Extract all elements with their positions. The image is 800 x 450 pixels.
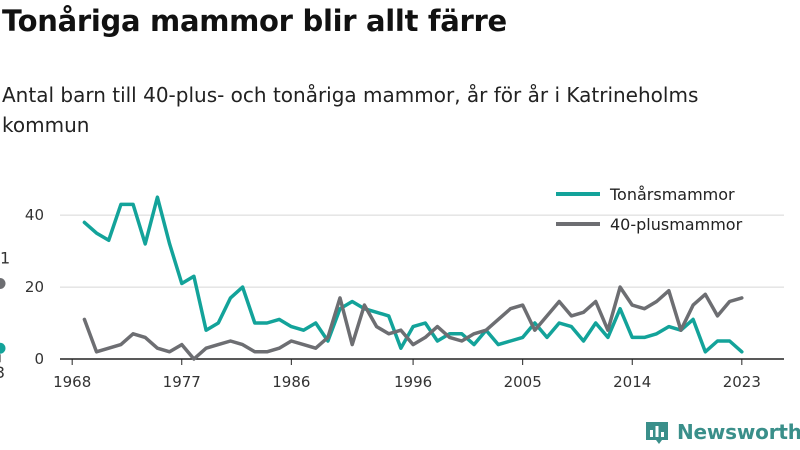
y-tick-label: 20 bbox=[25, 278, 44, 296]
y-tick-label: 40 bbox=[25, 206, 44, 224]
legend-label: 40-plusmammor bbox=[610, 215, 743, 234]
series-end-point bbox=[0, 342, 6, 354]
end-value-label: 3 bbox=[0, 363, 5, 382]
legend-label: Tonårsmammor bbox=[609, 185, 735, 204]
series-end-point bbox=[0, 277, 6, 289]
brand-name: Newsworthy bbox=[677, 420, 800, 444]
x-tick-label: 2023 bbox=[723, 373, 761, 391]
newsworthy-logo: Newsworthy bbox=[645, 420, 800, 444]
series-line-40-plusmammor bbox=[82, 285, 744, 361]
x-tick-label: 2005 bbox=[504, 373, 542, 391]
end-value-label: 21 bbox=[0, 248, 10, 267]
chart-title: Tonåriga mammor blir allt färre bbox=[2, 4, 507, 38]
line-chart: 0 20 40 1968 1977 1986 1996 2005 2014 2023 3 21 Tonå… bbox=[0, 185, 784, 391]
chart-subtitle: Antal barn till 40-plus- och tonåriga ma… bbox=[2, 83, 699, 137]
series-line-tonarsmammor bbox=[82, 195, 744, 354]
bar-chart-icon bbox=[646, 422, 668, 444]
y-tick-label: 0 bbox=[34, 350, 44, 368]
x-tick-label: 1977 bbox=[163, 373, 201, 391]
x-tick-label: 1986 bbox=[272, 373, 310, 391]
x-tick-label: 1996 bbox=[394, 373, 432, 391]
x-tick-label: 2014 bbox=[613, 373, 651, 391]
x-tick-label: 1968 bbox=[53, 373, 91, 391]
